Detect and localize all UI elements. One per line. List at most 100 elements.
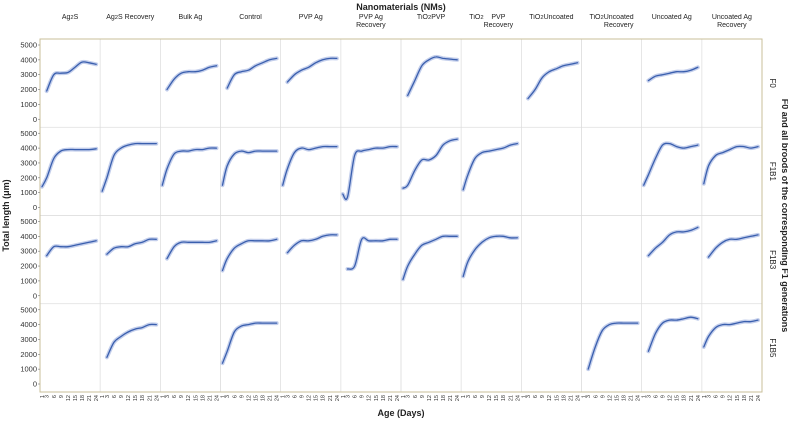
confidence-band [220, 148, 279, 188]
facet-panel [160, 303, 221, 393]
series-line [166, 65, 218, 91]
y-tick-label: 4000 [20, 320, 37, 329]
x-tick-label: 21 [207, 395, 213, 401]
series-line [101, 142, 157, 192]
x-tick-label: 9 [600, 395, 606, 398]
facet-panel [460, 38, 522, 128]
series-line [221, 150, 278, 186]
facet-panel [521, 303, 582, 393]
series-line [106, 238, 157, 255]
facet-panel [280, 126, 342, 216]
column-header: Uncoated Ag [652, 14, 692, 21]
series-line [407, 56, 458, 97]
facet-panel [581, 126, 642, 216]
series-line [282, 145, 338, 186]
series-line [527, 62, 579, 100]
x-tick-label: 1 [341, 395, 347, 398]
x-tick-label: 3 [586, 395, 592, 398]
x-tick-label: 1 [160, 395, 166, 398]
series-line [286, 57, 338, 83]
x-tick-label: 3 [165, 395, 171, 398]
x-tick-label: 6 [112, 395, 118, 398]
y-tick-label: 3000 [20, 335, 37, 344]
confidence-band [104, 237, 159, 257]
y-tick-label: 2000 [20, 173, 37, 182]
x-tick-label: 21 [87, 395, 93, 401]
x-tick-label: 9 [300, 395, 306, 398]
x-tick-label: 15 [133, 395, 139, 401]
column-header: PVP Ag [299, 14, 323, 21]
x-tick-label: 3 [707, 395, 713, 398]
x-tick-label: 3 [346, 395, 352, 398]
x-tick-label: 24 [636, 395, 642, 401]
facet-panel [280, 215, 342, 305]
confidence-band [165, 238, 219, 261]
x-tick-label: 15 [314, 395, 320, 401]
x-tick-label: 3 [105, 395, 111, 398]
x-tick-label: 1 [281, 395, 287, 398]
x-tick-label: 12 [307, 395, 313, 401]
facet-panel [99, 215, 161, 305]
series-line [647, 226, 699, 257]
confidence-band [646, 315, 700, 354]
x-tick-label: 3 [225, 395, 231, 398]
confidence-band [646, 65, 700, 83]
x-tick-label: 12 [427, 395, 433, 401]
confidence-band [44, 59, 99, 93]
x-tick-label: 15 [193, 395, 199, 401]
facet-panel [400, 303, 462, 393]
y-tick-label: 4000 [20, 144, 37, 153]
x-tick-label: 24 [215, 395, 221, 401]
y-tick-label: 3000 [20, 158, 37, 167]
x-tick-label: 24 [756, 395, 762, 401]
x-tick-label: 1 [461, 395, 467, 398]
facet-panel [280, 303, 342, 393]
row-label: F1B1 [768, 162, 777, 182]
x-tick-label: 3 [285, 395, 291, 398]
facet-panel [701, 215, 763, 305]
series-line [46, 61, 97, 92]
series-line [462, 142, 518, 191]
confidence-band [701, 144, 760, 186]
chart-frame [39, 38, 763, 393]
confidence-band [526, 60, 580, 101]
row-label: F1B3 [768, 250, 777, 270]
x-tick-label: 18 [742, 395, 748, 401]
confidence-band [220, 237, 279, 273]
y-tick-label: 4000 [20, 55, 37, 64]
column-header: TiO 2 Uncoated [529, 14, 573, 21]
x-tick-label: 6 [413, 395, 419, 398]
facet-panel [340, 303, 402, 393]
x-tick-label: 1 [40, 395, 46, 398]
x-tick-label: 18 [321, 395, 327, 401]
x-tick-label: 9 [360, 395, 366, 398]
confidence-band [280, 144, 339, 188]
facet-panel [39, 215, 101, 305]
x-tick-label: 21 [448, 395, 454, 401]
series-line [221, 238, 278, 272]
x-tick-label: 12 [487, 395, 493, 401]
row-label: F0 [768, 78, 777, 88]
series-line [46, 240, 97, 257]
x-tick-label: 24 [335, 395, 341, 401]
x-tick-label: 21 [749, 395, 755, 401]
column-header: TiO 2 PVP [417, 14, 445, 21]
facet-panel [280, 38, 342, 128]
confidence-band [641, 141, 700, 188]
x-tick-label: 15 [735, 395, 741, 401]
series-line [587, 322, 639, 370]
x-tick-label: 24 [154, 395, 160, 401]
facet-panel [701, 38, 763, 128]
x-tick-label: 15 [73, 395, 79, 401]
x-tick-label: 6 [714, 395, 720, 398]
row-label: F1B5 [768, 338, 777, 358]
facet-panel [220, 126, 281, 216]
column-header: Bulk Ag [179, 14, 203, 21]
facet-panel [340, 38, 402, 128]
x-tick-label: 3 [406, 395, 412, 398]
x-tick-label: 18 [441, 395, 447, 401]
y-tick-label: 1000 [20, 276, 37, 285]
